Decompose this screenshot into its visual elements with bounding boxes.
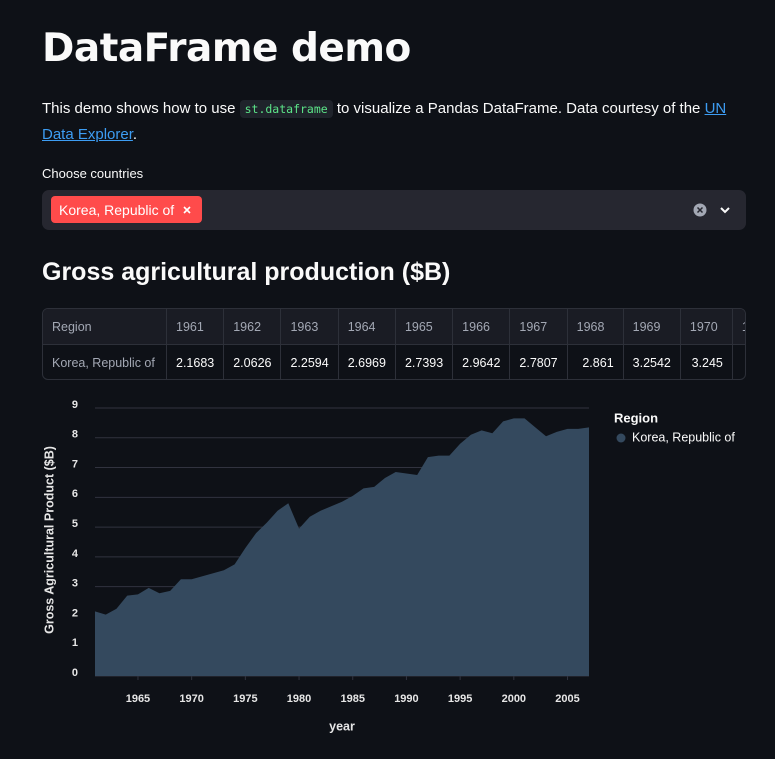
- y-tick-label: 6: [72, 488, 78, 500]
- x-tick-label: 1990: [394, 693, 418, 705]
- y-tick-label: 9: [72, 399, 78, 411]
- y-tick-label: 5: [72, 518, 78, 530]
- column-header: 1964: [338, 309, 396, 345]
- selector-label: Choose countries: [42, 166, 144, 181]
- x-tick-label: 2005: [555, 693, 579, 705]
- text: This demo shows how to use: [42, 100, 236, 117]
- row: Korea, Republic of 2.1683 2.0626 2.2594 2.69…: [43, 344, 745, 379]
- dropdown-icon[interactable]: [718, 203, 732, 217]
- legend-swatch: [616, 433, 626, 443]
- column-header: 1962: [223, 309, 282, 345]
- cell: 2.1683: [166, 344, 225, 379]
- cell: 2.6969: [338, 344, 396, 379]
- dataframe[interactable]: Region 1961 1962 1963 1964 1965 1966 1967 1968 19…: [42, 308, 746, 380]
- tag-remove[interactable]: [180, 203, 194, 217]
- area: [95, 418, 589, 676]
- cell: 2.7393: [395, 344, 454, 379]
- header-row: Region 1961 1962 1963 1964 1965 1966 1967 1968 19…: [43, 309, 745, 345]
- cell: 2.861: [567, 344, 624, 379]
- column-header: 1968: [567, 309, 624, 345]
- cell: 2.0626: [223, 344, 282, 379]
- x-tick-label: 2000: [502, 693, 526, 705]
- page-title: DataFrame demo: [42, 26, 411, 71]
- column-header: 1967: [509, 309, 568, 345]
- clear-icon[interactable]: [693, 203, 707, 217]
- text: to visualize a Pandas DataFrame. Data co…: [336, 100, 701, 117]
- cell: 2.2594: [280, 344, 339, 379]
- x-tick-label: 1995: [448, 693, 472, 705]
- table: Region 1961 1962 1963 1964 1965 1966 1967 1968 19…: [43, 309, 745, 379]
- code: st.dataframe: [239, 100, 333, 118]
- column-header: 1961: [166, 309, 225, 345]
- column-header: 1966: [452, 309, 511, 345]
- x-axis-label: year: [329, 719, 355, 733]
- y-tick-label: 8: [72, 429, 78, 441]
- legend-title: Region: [614, 410, 658, 425]
- y-axis-label: Gross Agricultural Product ($B): [42, 446, 56, 634]
- section-title: Gross agricultural production ($B): [42, 258, 451, 286]
- cell: 3.245: [680, 344, 733, 379]
- column-header: 1963: [280, 309, 339, 345]
- tag[interactable]: Korea, Republic of: [51, 196, 203, 223]
- y-tick-label: 1: [72, 637, 78, 649]
- y-tick-label: 7: [72, 458, 78, 470]
- text: .: [132, 126, 138, 143]
- x-tick-label: 1965: [126, 693, 150, 705]
- x-tick-label: 1980: [287, 693, 311, 705]
- cell: 3.2542: [623, 344, 681, 379]
- link[interactable]: UN Data Explorer: [42, 100, 727, 143]
- y-tick-label: 4: [72, 548, 79, 560]
- x-tick-label: 1970: [179, 693, 203, 705]
- column-header: Region: [43, 309, 167, 345]
- y-tick-label: 0: [72, 667, 78, 679]
- y-tick-label: 3: [72, 578, 78, 590]
- y-tick-label: 2: [72, 607, 78, 619]
- column-header: 1965: [395, 309, 454, 345]
- legend-label: Korea, Republic of: [632, 430, 735, 444]
- description: This demo shows how to use st.dataframe …: [42, 96, 732, 147]
- cell: 2.7807: [509, 344, 568, 379]
- column-header: 1969: [623, 309, 681, 345]
- column-header: 1970: [680, 309, 733, 345]
- x-tick-label: 1975: [233, 693, 257, 705]
- tag-text: Korea, Republic of: [59, 201, 175, 218]
- multiselect[interactable]: Korea, Republic of: [42, 190, 746, 230]
- cell: 3.350: [732, 344, 745, 379]
- cell: Korea, Republic of: [43, 344, 167, 379]
- x-tick-label: 1985: [340, 693, 364, 705]
- cell: 2.9642: [452, 344, 511, 379]
- column-header: 1971: [732, 309, 745, 345]
